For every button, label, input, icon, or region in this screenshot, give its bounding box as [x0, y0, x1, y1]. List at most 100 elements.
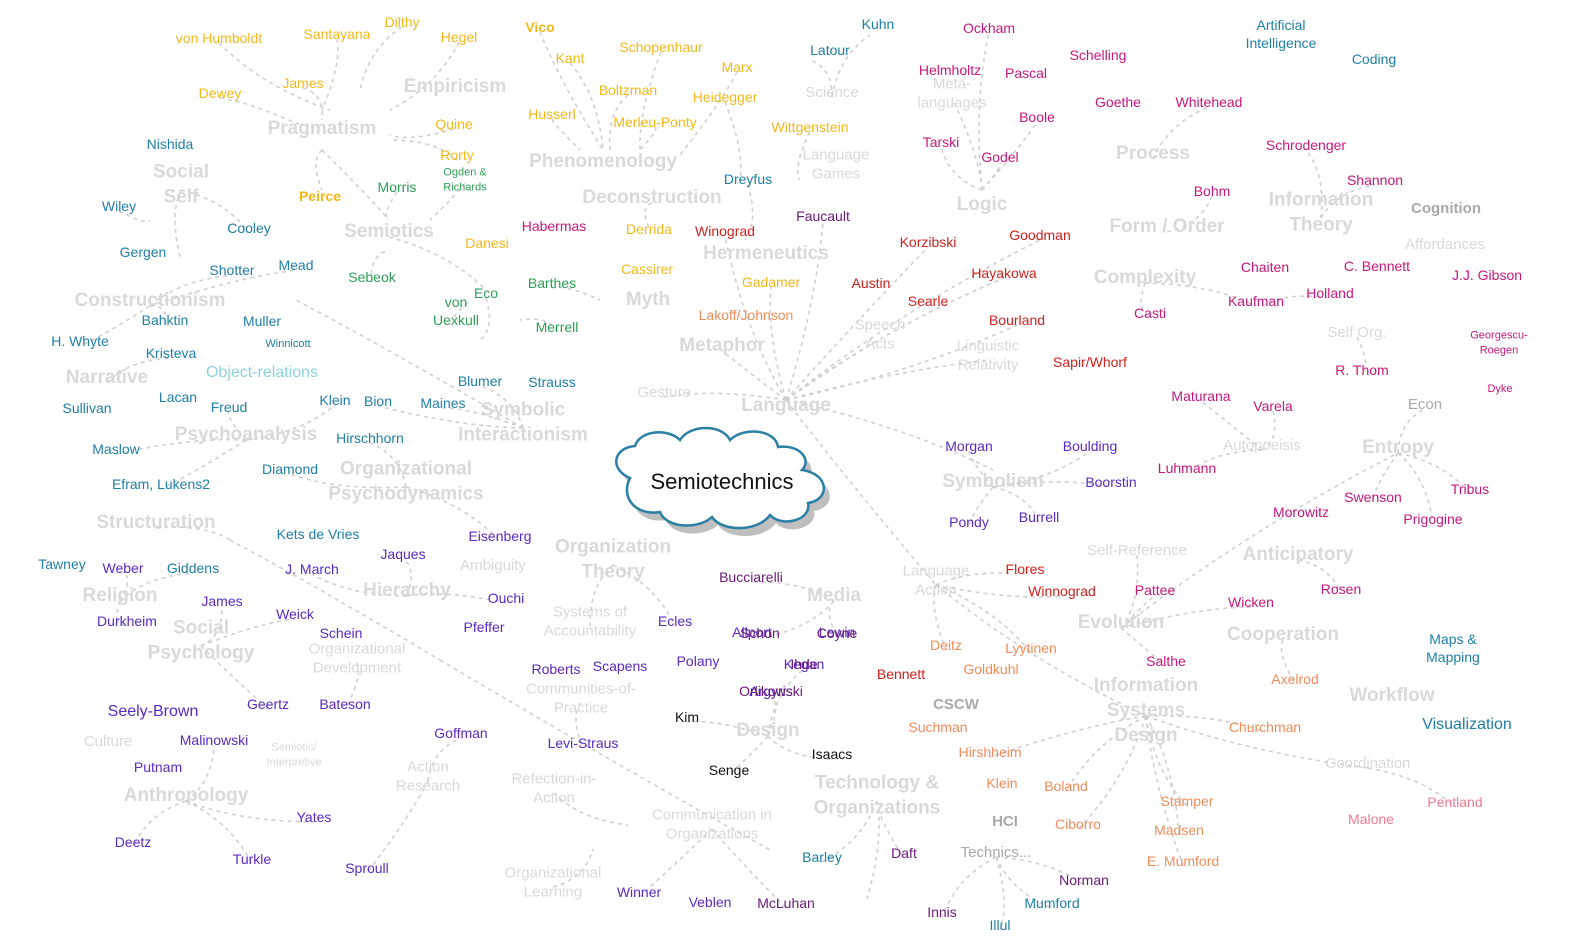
topic-symbolic-interactionism[interactable]: Symbolic Interactionism — [458, 400, 588, 446]
name-label[interactable]: Churchman — [1229, 719, 1301, 735]
name-label[interactable]: Schon — [740, 625, 780, 641]
name-label[interactable]: Boole — [1019, 109, 1055, 125]
name-label[interactable]: Goodman — [1009, 227, 1070, 243]
topic-organization-theory[interactable]: Organization Theory — [555, 537, 671, 583]
topic-cooperation[interactable]: Cooperation — [1227, 624, 1339, 645]
name-label[interactable]: Marx — [721, 59, 752, 75]
name-label[interactable]: Bucciarelli — [719, 569, 783, 585]
name-label[interactable]: Wiley — [102, 198, 136, 214]
subtopic-linguistic-relativity[interactable]: Linguistic Relativity — [957, 338, 1020, 374]
subtopic-organizational-learning[interactable]: Organizational Learning — [505, 865, 602, 901]
name-label[interactable]: Habermas — [522, 218, 587, 234]
name-label[interactable]: Kets de Vries — [277, 526, 360, 542]
name-label[interactable]: Latour — [810, 42, 850, 58]
name-label[interactable]: Maps & Mapping — [1426, 631, 1480, 665]
name-label[interactable]: Helmholtz — [919, 62, 981, 78]
name-label[interactable]: James — [201, 593, 242, 609]
name-label[interactable]: Visualization — [1422, 716, 1512, 733]
topic-pragmatism[interactable]: Pragmatism — [268, 118, 377, 139]
name-label[interactable]: E. Mumford — [1147, 853, 1219, 869]
subtopic-cscw[interactable]: CSCW — [933, 696, 980, 713]
name-label[interactable]: Shannon — [1347, 172, 1403, 188]
name-label[interactable]: Merleu-Ponty — [613, 114, 696, 130]
topic-technology-orgs[interactable]: Technology & Organizations — [814, 773, 941, 819]
topic-media[interactable]: Media — [807, 585, 861, 606]
subtopic-cognition[interactable]: Cognition — [1411, 200, 1481, 217]
name-label[interactable]: Ihde — [790, 656, 817, 672]
topic-deconstruction[interactable]: Deconstruction — [582, 187, 721, 208]
subtopic-ambiguity[interactable]: Ambiguity — [460, 557, 526, 574]
name-label[interactable]: Chaiten — [1241, 259, 1289, 275]
subtopic-semiotic-interpretive[interactable]: Semiotic/Interpretive — [266, 742, 321, 769]
name-label[interactable]: R. Thom — [1335, 362, 1388, 378]
name-label[interactable]: Goldkuhl — [963, 661, 1018, 677]
name-label[interactable]: Malinowski — [180, 732, 248, 748]
topic-symbolism[interactable]: Symbolism — [942, 471, 1043, 492]
name-label[interactable]: Yates — [297, 809, 332, 825]
name-label[interactable]: Winner — [617, 884, 662, 900]
name-label[interactable]: Bourland — [989, 312, 1045, 328]
name-label[interactable]: Burrell — [1019, 509, 1059, 525]
name-label[interactable]: Tribus — [1451, 481, 1489, 497]
name-label[interactable]: Boltzman — [599, 82, 657, 98]
name-label[interactable]: Hegel — [441, 29, 478, 45]
name-label[interactable]: Cassirer — [621, 261, 673, 277]
name-label[interactable]: Argyris — [749, 683, 793, 699]
subtopic-gesture[interactable]: Gesture — [637, 384, 690, 401]
name-label[interactable]: Luhmann — [1158, 460, 1216, 476]
name-label[interactable]: Mead — [278, 257, 313, 273]
name-label[interactable]: Tarski — [923, 134, 960, 150]
name-label[interactable]: Illul — [989, 917, 1010, 933]
topic-evolution[interactable]: Evolution — [1078, 612, 1165, 633]
name-label[interactable]: Merrell — [536, 319, 579, 335]
name-label[interactable]: Schelling — [1070, 47, 1127, 63]
subtopic-econ[interactable]: Econ — [1408, 396, 1442, 413]
name-label[interactable]: Jaques — [380, 546, 425, 562]
topic-religion[interactable]: Religion — [83, 585, 158, 606]
name-label[interactable]: Swenson — [1344, 489, 1402, 505]
name-label[interactable]: Orlikowski — [739, 683, 803, 699]
subtopic-communication-in-orgs[interactable]: Communication in Organizations — [652, 807, 772, 843]
subtopic-language-action[interactable]: Language Action — [903, 563, 970, 599]
name-label[interactable]: Rosen — [1321, 581, 1361, 597]
name-label[interactable]: Vico — [525, 19, 554, 35]
name-label[interactable]: Kuhn — [862, 16, 895, 32]
name-label[interactable]: Goffman — [434, 725, 487, 741]
name-label[interactable]: Kant — [556, 50, 585, 66]
topic-metaphor[interactable]: Metaphor — [679, 335, 765, 356]
name-label[interactable]: Salthe — [1146, 653, 1186, 669]
name-label[interactable]: Malone — [1348, 811, 1394, 827]
subtopic-refection-in-action[interactable]: Refection-in- Action — [511, 771, 596, 807]
name-label[interactable]: Isaacs — [812, 746, 852, 762]
name-label[interactable]: Bahktin — [142, 312, 189, 328]
name-label[interactable]: von Uexkull — [433, 294, 479, 328]
name-label[interactable]: Klein — [986, 775, 1017, 791]
name-label[interactable]: Dilthy — [384, 14, 419, 30]
name-label[interactable]: Dreyfus — [724, 171, 772, 187]
name-label[interactable]: Derrida — [626, 221, 672, 237]
subtopic-affordances[interactable]: Affordances — [1405, 236, 1485, 253]
name-label[interactable]: Holland — [1306, 285, 1353, 301]
topic-empiricism[interactable]: Empiricism — [404, 76, 506, 97]
name-label[interactable]: Kristeva — [146, 345, 197, 361]
name-label[interactable]: Gadamer — [742, 274, 801, 290]
name-label[interactable]: Levi-Straus — [548, 735, 619, 751]
name-label[interactable]: Deitz — [930, 637, 962, 653]
name-label[interactable]: Rorty — [440, 147, 473, 163]
name-label[interactable]: Wicken — [1228, 594, 1274, 610]
topic-complexity[interactable]: Complexity — [1094, 267, 1197, 288]
name-label[interactable]: Pondy — [949, 514, 989, 530]
name-label[interactable]: Lacan — [159, 389, 197, 405]
topic-narrative[interactable]: Narrative — [66, 367, 148, 388]
name-label[interactable]: Varela — [1253, 398, 1293, 414]
name-label[interactable]: Santayana — [304, 26, 371, 42]
name-label[interactable]: Danesi — [465, 235, 509, 251]
name-label[interactable]: Bateson — [319, 696, 370, 712]
topic-social-psychology[interactable]: Social Psychology — [148, 618, 255, 664]
name-label[interactable]: Geertz — [247, 696, 289, 712]
name-label[interactable]: Object-relations — [206, 364, 318, 381]
name-label[interactable]: Blumer — [458, 373, 503, 389]
name-label[interactable]: Barley — [802, 849, 842, 865]
topic-myth[interactable]: Myth — [626, 289, 670, 310]
name-label[interactable]: Tawney — [38, 556, 85, 572]
